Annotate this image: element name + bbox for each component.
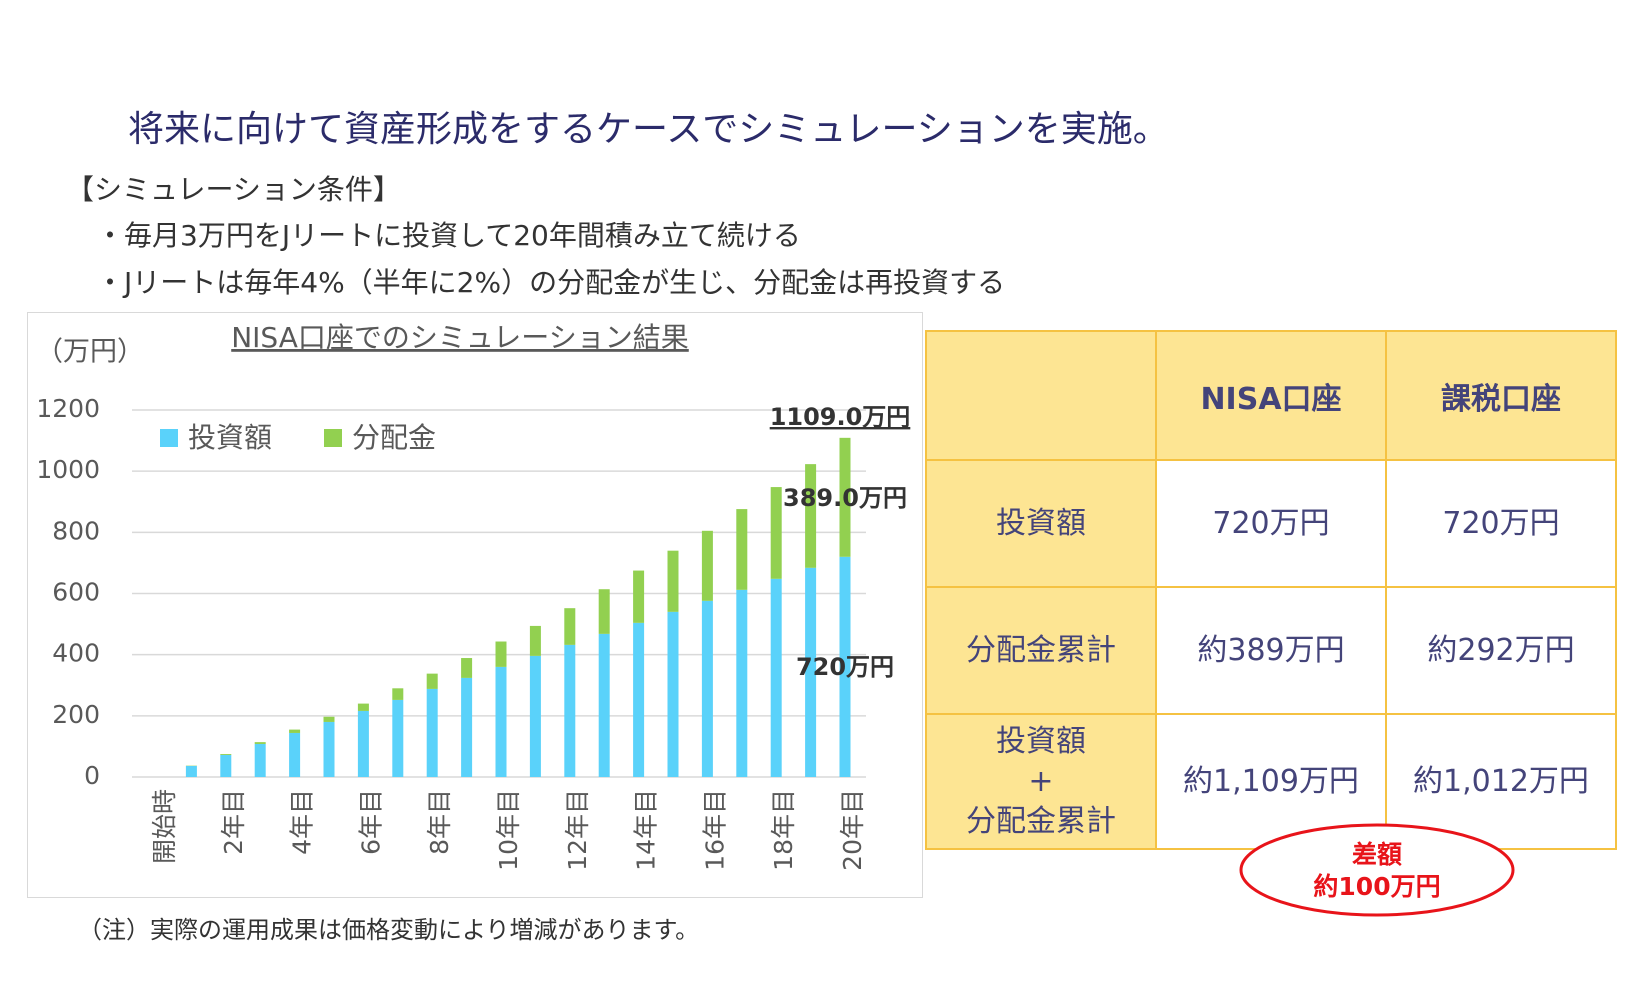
cell: 720万円 (1385, 459, 1617, 588)
condition: ・毎月3万円をJリートに投資して20年間積み立て続ける (96, 219, 801, 252)
callout-text: 約100万円 (1313, 872, 1440, 901)
empty-cell (925, 330, 1157, 461)
bar (357, 703, 369, 711)
bar (564, 644, 576, 777)
row-label-line: 分配金累計 (966, 803, 1116, 839)
y-tick-label: 1000 (36, 455, 100, 484)
bar (633, 622, 645, 777)
x-tick-label: 開始時 (150, 789, 179, 864)
bar (633, 570, 645, 623)
comparison-table: NISA口座 課税口座 投資額 720万円 720万円分配金累計 約389万円 約292万… (925, 330, 1617, 850)
legend-label: 投資額 (188, 421, 272, 454)
bar (185, 765, 197, 777)
row-label-line: 分配金累計 (966, 632, 1116, 668)
row-label: 分配金累計 (925, 586, 1157, 715)
row-label: 投資額 + 分配金累計 (925, 713, 1157, 850)
bar (529, 655, 541, 777)
x-tick-label: 12年目 (563, 789, 592, 871)
bar (701, 600, 713, 777)
row-label: 投資額 (925, 459, 1157, 588)
bar (805, 567, 817, 777)
x-tick-label: 8年目 (425, 789, 454, 855)
legend-swatch (324, 429, 342, 447)
x-tick-label: 16年目 (700, 789, 729, 871)
bar (220, 754, 232, 777)
row-label-line: 投資額 (996, 505, 1086, 541)
cell: 約389万円 (1155, 586, 1387, 715)
y-tick-label: 1200 (36, 394, 100, 423)
legend-label: 分配金 (352, 421, 436, 454)
condition: ・Jリートは毎年4%（半年に2%）の分配金が生じ、分配金は再投資する (96, 266, 1006, 299)
value-label: 389.0万円 (783, 484, 907, 512)
x-tick-label: 2年目 (219, 789, 248, 855)
y-tick-label: 600 (52, 578, 100, 607)
x-tick-label: 14年目 (632, 789, 661, 871)
y-tick-label: 800 (52, 516, 100, 545)
bar (667, 550, 679, 612)
y-tick-label: 0 (84, 761, 100, 790)
y-tick-label: 200 (52, 700, 100, 729)
bar (495, 641, 507, 667)
bar (701, 530, 713, 601)
bar (392, 688, 404, 700)
bar (254, 742, 266, 744)
bar (220, 754, 232, 755)
legend-swatch (160, 429, 178, 447)
bar (392, 699, 404, 777)
table-header: NISA口座 (1155, 330, 1387, 461)
row-label-line: + (1028, 763, 1054, 799)
cell: 約292万円 (1385, 586, 1617, 715)
chart-title: NISA口座でのシミュレーション結果 (231, 321, 689, 354)
chart: NISA口座でのシミュレーション結果 （万円） 0 200 400 600 800 1000 1… (27, 312, 923, 898)
note: （注）実際の運用成果は価格変動により増減があります。 (78, 916, 700, 944)
bar (839, 556, 851, 777)
bar (805, 464, 817, 568)
value-label: 720万円 (796, 653, 894, 681)
bar (736, 589, 748, 777)
callout-ellipse (1239, 823, 1515, 917)
bar (770, 487, 782, 579)
bar (839, 437, 851, 557)
bar (598, 589, 610, 634)
bar (289, 729, 301, 733)
bar (254, 743, 266, 777)
bar (357, 710, 369, 777)
bar (289, 732, 301, 777)
x-tick-label: 10年目 (494, 789, 523, 871)
x-tick-label: 4年目 (288, 789, 317, 855)
cell: 720万円 (1155, 459, 1387, 588)
conditions-title: 【シミュレーション条件】 (66, 173, 401, 206)
bar (667, 611, 679, 777)
bar (736, 509, 748, 590)
bar (564, 608, 576, 645)
bar (495, 666, 507, 777)
callout-text: 差額 (1352, 840, 1402, 869)
x-tick-label: 20年目 (838, 789, 867, 871)
x-tick-label: 18年目 (769, 789, 798, 871)
bar (529, 625, 541, 656)
bar (323, 721, 335, 777)
bar (426, 688, 438, 777)
bar (323, 716, 335, 722)
table-header: 課税口座 (1385, 330, 1617, 461)
y-axis-label: （万円） (36, 337, 144, 368)
title: 将来に向けて資産形成をするケースでシミュレーションを実施。 (128, 109, 1169, 150)
bar (461, 677, 473, 777)
total-label: 1109.0万円 (770, 403, 911, 431)
y-tick-label: 400 (52, 639, 100, 668)
bar (461, 658, 473, 678)
row-label-line: 投資額 (996, 723, 1086, 759)
bar (598, 633, 610, 777)
x-tick-label: 6年目 (356, 789, 385, 855)
callout: 差額 約100万円 (1239, 823, 1515, 917)
bar (426, 673, 438, 689)
bar (770, 578, 782, 777)
